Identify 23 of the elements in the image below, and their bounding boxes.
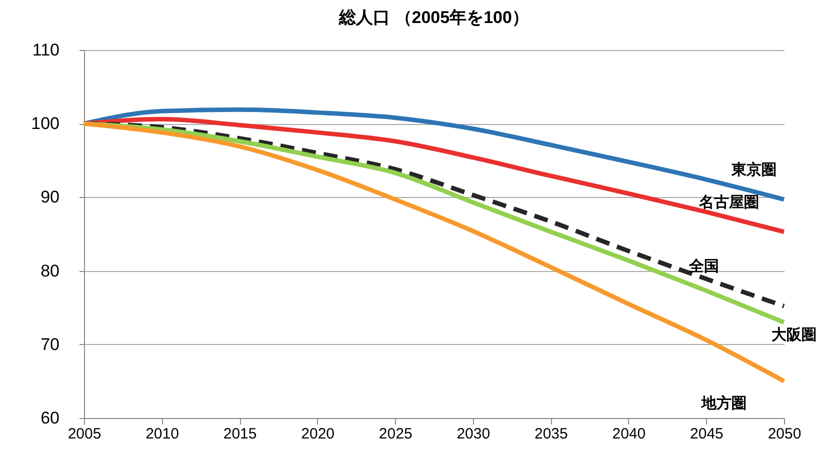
- x-tick-label: 2030: [456, 426, 490, 442]
- y-tick-label: 110: [32, 40, 60, 60]
- line-series: [82, 121, 786, 384]
- y-tick-label: 90: [40, 188, 60, 207]
- x-tick-label: 2005: [68, 426, 102, 442]
- series-label: 全国: [688, 258, 719, 276]
- chart-title: 総人口 （2005年を100）: [338, 8, 529, 27]
- x-tick-label: 2025: [378, 426, 412, 442]
- y-tick-label: 60: [40, 408, 60, 428]
- x-tick-label: 2020: [301, 426, 335, 442]
- series-label: 大阪圏: [772, 326, 816, 344]
- x-tick-label: 2040: [612, 426, 646, 442]
- x-tick-label: 2015: [223, 426, 257, 442]
- x-tick-label: 2010: [146, 426, 179, 442]
- x-tick-label: 2050: [768, 426, 802, 442]
- x-tick-label: 2045: [690, 426, 724, 442]
- text: 地方圏: [700, 394, 746, 412]
- y-tick-label: 70: [40, 334, 60, 354]
- y-tick-label: 80: [40, 261, 60, 280]
- series-label: 名古屋圏: [698, 194, 759, 211]
- x-tick-label: 2035: [534, 426, 568, 442]
- series-label: 東京圏: [730, 160, 776, 178]
- y-tick-label: 100: [31, 114, 60, 134]
